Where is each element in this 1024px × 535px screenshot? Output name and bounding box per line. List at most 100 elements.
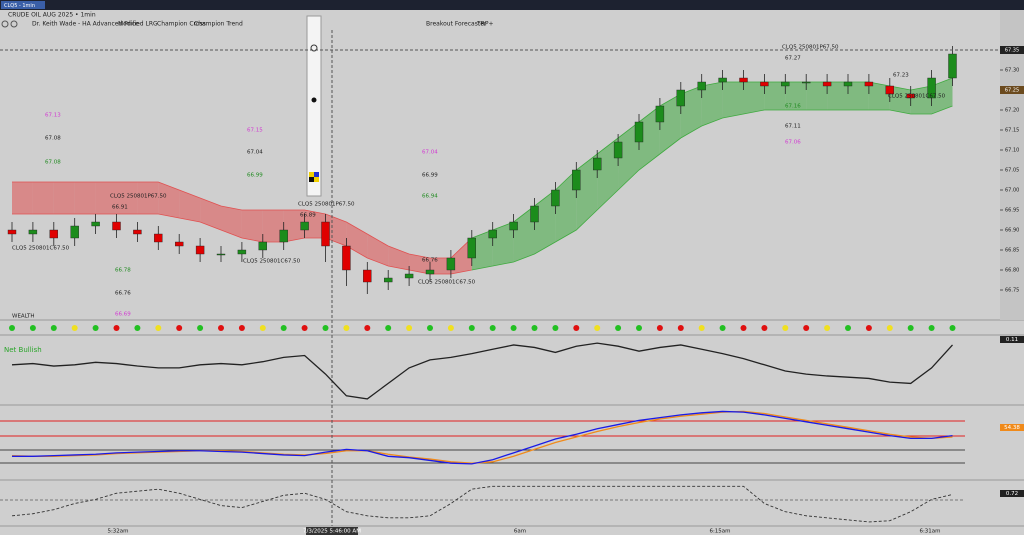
band-edge (12, 181, 473, 259)
signal-dot (656, 325, 663, 331)
y-tick-label: 67.05 (1005, 168, 1019, 174)
price-label: 67.35 (1005, 48, 1019, 54)
price-label: 67.25 (1005, 88, 1019, 94)
value-box (1000, 336, 1024, 343)
band-fill (200, 198, 221, 230)
price-axis (1000, 10, 1024, 320)
band-fill (889, 86, 911, 114)
tab-label: CLQ5 - 1min (4, 3, 35, 9)
signal-dot (928, 325, 935, 331)
candle-body (49, 229, 58, 239)
band-fill (868, 82, 890, 110)
signal-dot (385, 325, 392, 331)
signal-dot (824, 325, 831, 331)
price-box (1000, 86, 1024, 94)
signal-dot (489, 325, 496, 331)
indicator[interactable]: Dr. Keith Wade - HA Advanced Price (32, 21, 139, 28)
annotation: CLQ5 250801C67.50 (888, 94, 946, 100)
candle-body (195, 245, 205, 255)
tool[interactable] (310, 44, 318, 52)
band-fill (785, 82, 807, 110)
tool[interactable] (311, 97, 317, 103)
time-label: 6:15am (709, 529, 730, 535)
band-fill (221, 206, 242, 238)
signal-dot (573, 325, 580, 331)
value-label: 0.72 (1006, 491, 1018, 497)
candle-body (572, 169, 581, 191)
candle-body (300, 221, 309, 231)
signal-dot (907, 325, 914, 331)
annotation: 66.89 (300, 213, 316, 219)
value-label: 0.11 (1006, 337, 1018, 343)
time-label: 6:31am (919, 529, 940, 535)
trend-line (11, 485, 953, 523)
signal-dot (218, 325, 224, 331)
annotation: 67.15 (247, 128, 263, 134)
candle-body (613, 141, 623, 159)
signal-dot (155, 325, 162, 331)
candle-body (279, 229, 288, 243)
band-fill (325, 214, 347, 246)
annotations: 67.13 67.08 67.08 67.15 67.04 66.99 CLQ5… (12, 45, 946, 318)
time-label: 7/3/2025 5:46:00 AM (303, 529, 361, 535)
candle-body (91, 221, 100, 227)
band-fill (513, 206, 535, 262)
candle-body (237, 249, 247, 255)
band-fill (95, 182, 117, 214)
swatch[interactable] (309, 172, 314, 177)
band-edge (471, 105, 953, 271)
band-edge (12, 213, 472, 275)
signal-dot (343, 325, 350, 331)
candle-body (948, 53, 957, 79)
swatch[interactable] (309, 177, 314, 182)
annotation: 67.13 (45, 113, 61, 119)
candle-body (927, 77, 936, 99)
indicator[interactable]: Champion Cross (157, 21, 206, 28)
annotation: CLQ5 250801P67.50 (782, 45, 839, 51)
band-fill (764, 82, 786, 110)
candle-body (174, 241, 184, 247)
candle-body (885, 85, 894, 95)
candle-body (404, 273, 414, 279)
signal-dot (594, 325, 601, 331)
swatch[interactable] (314, 172, 319, 177)
annotation: CLQ5 250801C67.50 (418, 280, 476, 286)
indicator[interactable]: Breakout Forecaster (426, 21, 487, 28)
signal-dot (552, 325, 559, 331)
annotation: 67.04 (247, 150, 263, 156)
band-fill (555, 170, 577, 242)
signal-dot (322, 325, 329, 331)
band-fill (597, 138, 619, 210)
tab[interactable] (1, 1, 45, 9)
band-fill (12, 182, 33, 214)
annotation: 67.08 (45, 136, 61, 142)
band-fill (241, 210, 263, 242)
symbol: CRUDE OIL AUG 2025 • 1min (8, 12, 96, 19)
indicator[interactable]: Champion Trend (194, 21, 243, 28)
annotation: 66.91 (112, 205, 128, 211)
cross-line (11, 410, 953, 464)
annotation: 67.23 (893, 73, 909, 79)
status: Net Bullish (4, 346, 42, 354)
band-fill (74, 182, 96, 214)
candle-body (906, 93, 915, 99)
time-axis: 5:32am 7/3/2025 5:46:00 AM 6am 6:15am 6:… (107, 527, 941, 535)
indicator[interactable]: TRP+ (476, 21, 493, 28)
signal-dot (886, 325, 893, 331)
candle-body (718, 77, 727, 83)
signal-dot (865, 325, 872, 331)
time-box (306, 527, 358, 535)
band-fill (158, 182, 180, 218)
signal-dot (301, 325, 308, 331)
signal-dot (113, 325, 120, 331)
band-fill (471, 230, 493, 270)
signal-dot (50, 325, 57, 331)
signal-dot (740, 325, 747, 331)
candle-body (384, 277, 393, 283)
indicator[interactable]: Modified LRG (118, 21, 158, 28)
swatch[interactable] (314, 177, 319, 182)
annotation: CLQ5 250801P67.50 (110, 194, 167, 200)
band-fill (680, 86, 702, 138)
signal-dot (531, 325, 538, 331)
drawing-tools (306, 15, 322, 197)
